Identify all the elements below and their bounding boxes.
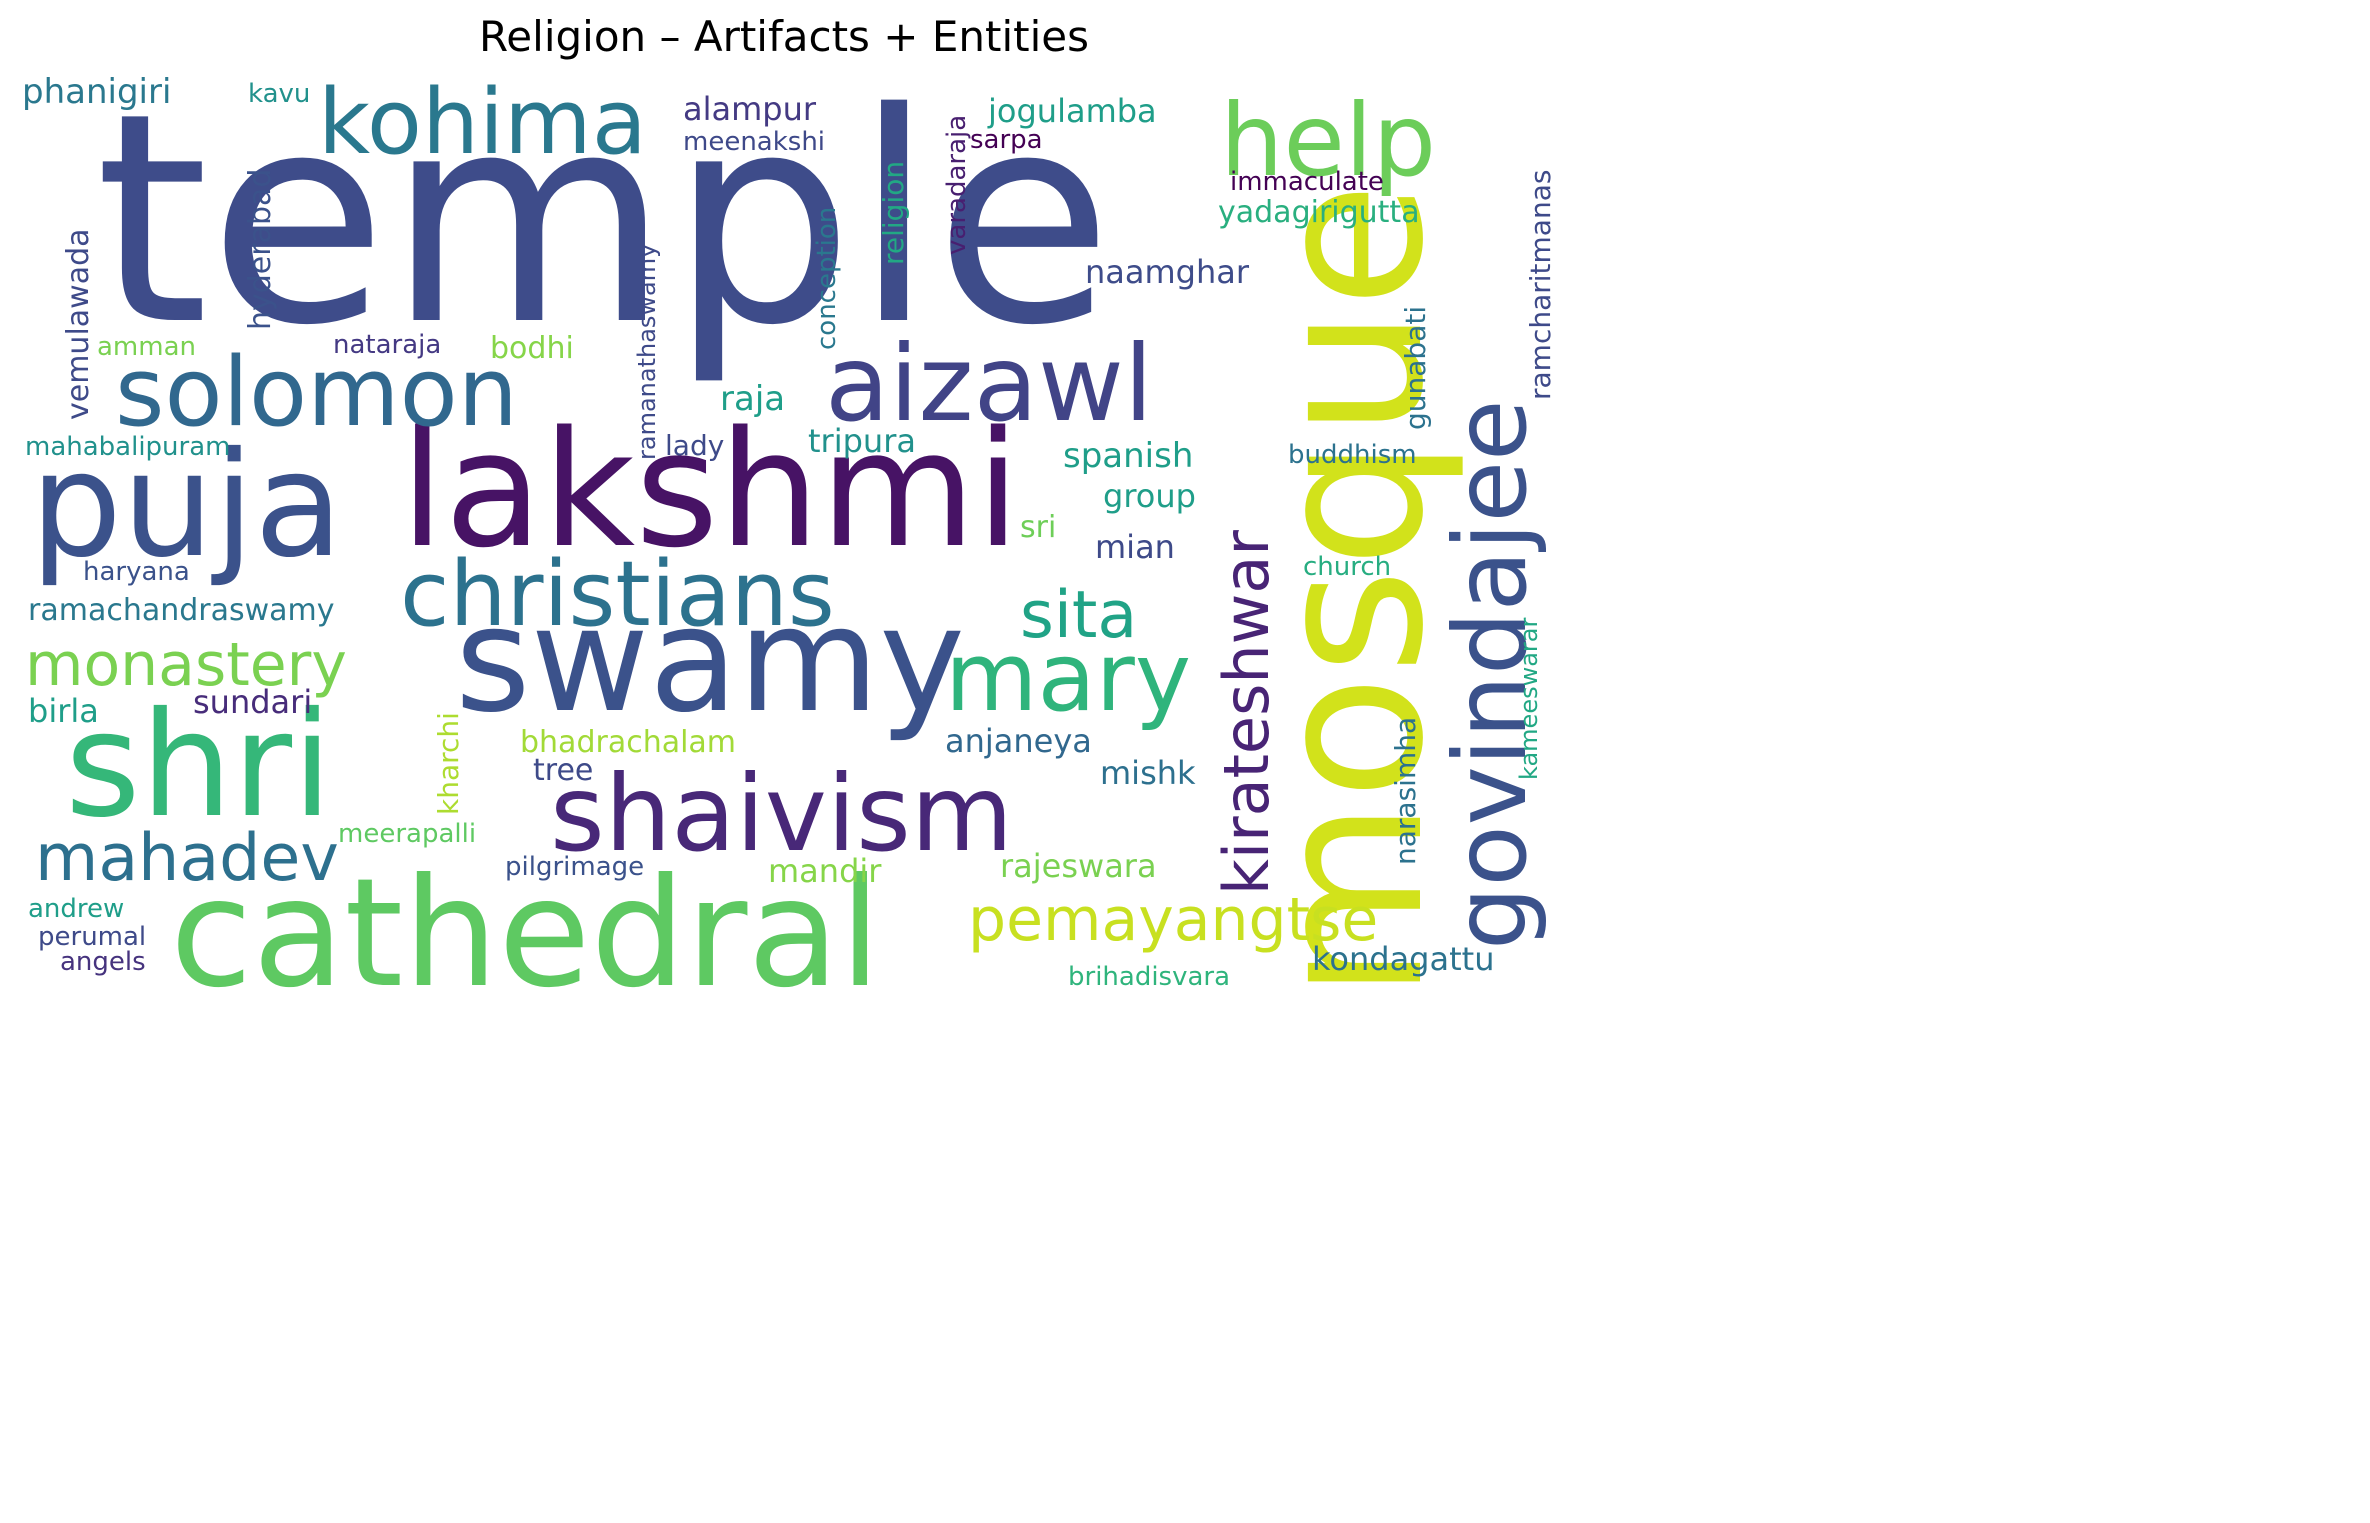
cloud-word: meerapalli [338, 819, 476, 849]
cloud-word: mandir [768, 852, 882, 890]
cloud-word: immaculate [1230, 167, 1384, 197]
cloud-word: brihadisvara [1068, 962, 1230, 992]
cloud-word: anjaneya [945, 722, 1092, 760]
cloud-word: cathedral [170, 847, 881, 1007]
cloud-word: hyderabad [243, 169, 278, 330]
cloud-word: mary [945, 623, 1191, 733]
cloud-word: perumal [38, 922, 146, 952]
cloud-word: gunabati [1399, 306, 1432, 430]
cloud-word: ramanathaswamy [633, 244, 661, 460]
cloud-word: naamghar [1085, 253, 1250, 291]
cloud-word: aizawl [825, 323, 1153, 445]
cloud-word: raja [720, 379, 785, 419]
cloud-word: ramcharitmanas [1524, 170, 1557, 400]
cloud-word: narasimha [1389, 717, 1422, 865]
cloud-word: religion [877, 161, 910, 265]
word-cloud: temple mosque lakshmi cathedral swamy puja shr… [22, 52, 1557, 1007]
cloud-word: tripura [808, 422, 916, 460]
cloud-word: ramachandraswamy [28, 593, 335, 628]
cloud-word: sri [1020, 510, 1056, 545]
cloud-word: birla [28, 692, 99, 730]
cloud-word: temple [95, 52, 1113, 389]
cloud-word: kondagattu [1312, 940, 1494, 978]
cloud-word: meenakshi [683, 127, 825, 157]
cloud-word: amman [97, 332, 196, 362]
cloud-word: kirateshwar [1210, 530, 1283, 895]
cloud-word: mishk [1100, 754, 1196, 792]
cloud-word: haryana [83, 557, 190, 587]
cloud-word: varadaraja [942, 115, 972, 255]
cloud-title: Religion – Artifacts + Entities [479, 12, 1089, 61]
cloud-word: sita [1020, 578, 1137, 653]
cloud-word: rajeswara [1000, 847, 1157, 885]
cloud-word: christians [400, 542, 835, 647]
cloud-word: mahabalipuram [25, 432, 231, 462]
cloud-word: yadagirigutta [1218, 195, 1420, 230]
cloud-word: angels [60, 947, 146, 977]
cloud-word: swamy [455, 576, 965, 745]
cloud-word: group [1103, 477, 1196, 515]
cloud-word: kameeswarar [1515, 617, 1543, 780]
cloud-word: andrew [28, 894, 124, 924]
cloud-word: nataraja [333, 330, 441, 360]
cloud-word: pilgrimage [505, 852, 644, 882]
cloud-word: mian [1095, 528, 1175, 566]
cloud-word: kharchi [432, 712, 465, 815]
cloud-word: mosque [1231, 182, 1469, 1000]
cloud-word: phanigiri [22, 72, 171, 112]
cloud-word: alampur [683, 90, 817, 128]
cloud-word: jogulamba [987, 92, 1157, 130]
cloud-word: monastery [25, 630, 347, 700]
cloud-word: solomon [115, 338, 518, 448]
cloud-word: pemayangtse [968, 885, 1378, 955]
cloud-word: shri [65, 681, 332, 850]
cloud-word: lakshmi [400, 396, 1020, 583]
cloud-word: vemulawada [61, 228, 96, 420]
cloud-word: sundari [193, 683, 312, 721]
cloud-word: church [1303, 552, 1391, 582]
cloud-word: spanish [1063, 436, 1193, 476]
cloud-word: lady [665, 429, 724, 462]
cloud-word: help [1220, 82, 1436, 199]
cloud-word: shaivism [550, 753, 1013, 875]
cloud-word: bodhi [490, 331, 574, 366]
cloud-word: kavu [248, 79, 310, 109]
cloud-word: buddhism [1288, 440, 1417, 470]
cloud-word: puja [30, 421, 343, 590]
cloud-word: mahadev [35, 821, 339, 896]
cloud-word: bhadrachalam [520, 725, 736, 760]
cloud-word: govindajee [1432, 399, 1549, 950]
cloud-word: kohima [318, 70, 647, 175]
cloud-word: conception [812, 207, 842, 350]
cloud-word: sarpa [970, 125, 1043, 155]
cloud-word: tree [533, 753, 593, 788]
